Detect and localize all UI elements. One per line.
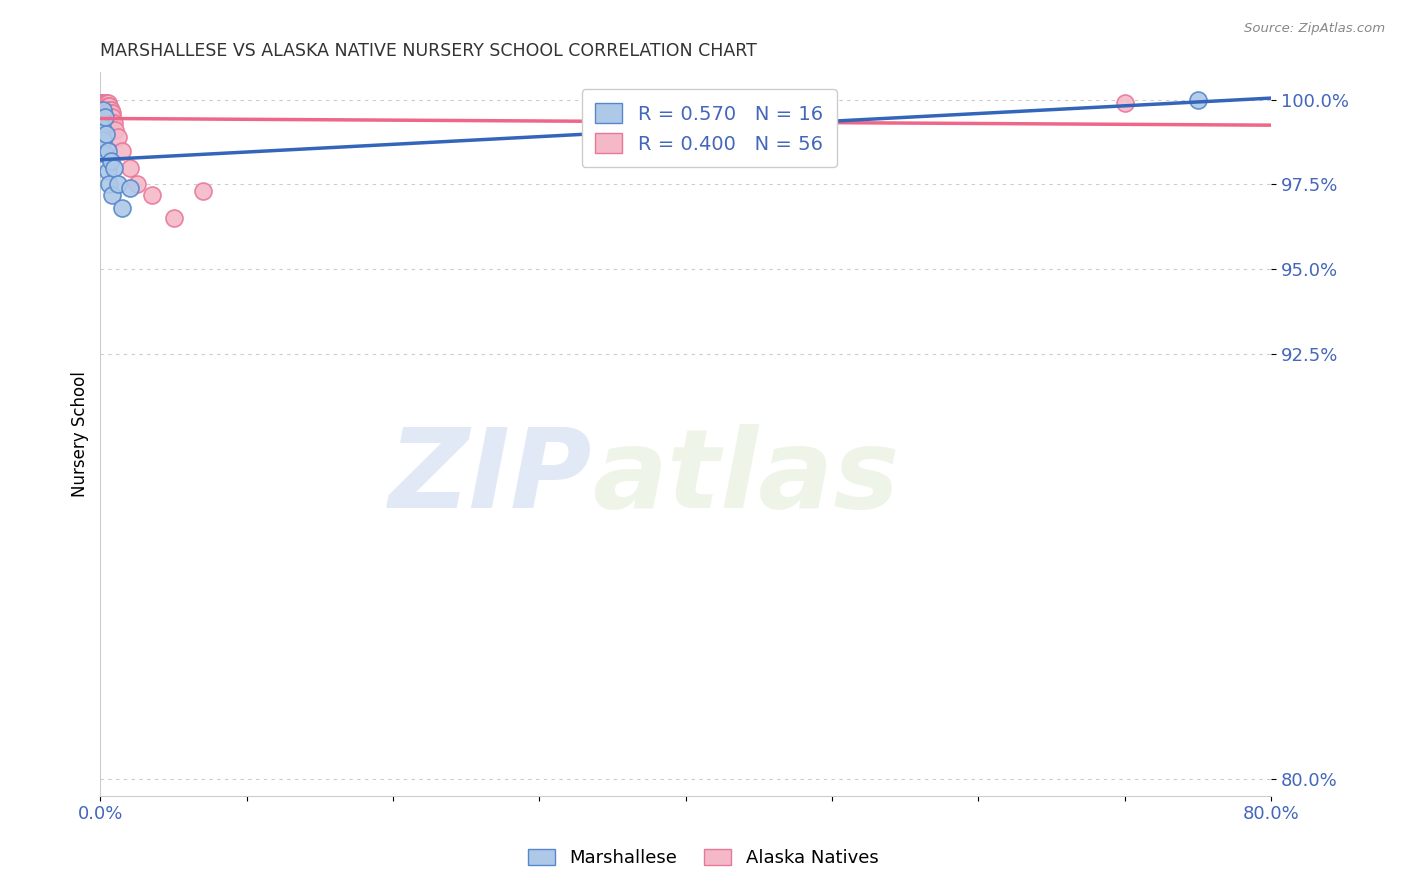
Text: Source: ZipAtlas.com: Source: ZipAtlas.com — [1244, 22, 1385, 36]
Point — [118, 181, 141, 195]
Point — [93, 147, 115, 161]
Point — [98, 110, 121, 124]
Point — [118, 161, 141, 175]
Point — [96, 95, 118, 110]
Point — [107, 178, 129, 192]
Point — [91, 95, 114, 110]
Point — [91, 99, 114, 113]
Point — [90, 99, 112, 113]
Point — [91, 133, 114, 147]
Point — [97, 164, 120, 178]
Point — [111, 144, 134, 158]
Point — [93, 106, 115, 120]
Point — [90, 120, 112, 134]
Point — [91, 99, 114, 113]
Point — [97, 103, 120, 117]
Point — [97, 95, 120, 110]
Point — [100, 112, 122, 127]
Point — [101, 187, 124, 202]
Point — [90, 95, 112, 110]
Point — [98, 178, 121, 192]
Point — [93, 103, 115, 117]
Point — [1187, 93, 1209, 107]
Point — [96, 103, 118, 117]
Point — [90, 99, 112, 113]
Point — [91, 103, 114, 117]
Point — [101, 116, 124, 130]
Point — [93, 99, 115, 113]
Point — [162, 211, 184, 226]
Point — [93, 110, 115, 124]
Point — [100, 120, 122, 134]
Point — [91, 103, 114, 117]
Point — [111, 201, 134, 215]
Point — [98, 103, 121, 117]
Point — [98, 99, 121, 113]
Point — [100, 110, 122, 124]
Point — [97, 99, 120, 113]
Point — [96, 95, 118, 110]
Point — [1114, 95, 1136, 110]
Point — [191, 184, 214, 198]
Point — [100, 116, 122, 130]
Point — [100, 153, 122, 168]
Point — [100, 106, 122, 120]
Point — [93, 95, 115, 110]
Point — [101, 106, 124, 120]
Point — [96, 106, 118, 120]
Text: atlas: atlas — [592, 424, 900, 531]
Point — [98, 112, 121, 127]
Point — [104, 123, 127, 137]
Point — [91, 95, 114, 110]
Point — [125, 178, 148, 192]
Point — [107, 130, 129, 145]
Point — [101, 110, 124, 124]
Text: MARSHALLESE VS ALASKA NATIVE NURSERY SCHOOL CORRELATION CHART: MARSHALLESE VS ALASKA NATIVE NURSERY SCH… — [100, 42, 758, 60]
Y-axis label: Nursery School: Nursery School — [72, 371, 89, 497]
Point — [97, 144, 120, 158]
Point — [103, 161, 125, 175]
Point — [103, 116, 125, 130]
Point — [100, 103, 122, 117]
Point — [91, 95, 114, 110]
Point — [141, 187, 163, 202]
Point — [96, 127, 118, 141]
Point — [93, 103, 115, 117]
Point — [90, 95, 112, 110]
Point — [93, 95, 115, 110]
Point — [98, 106, 121, 120]
Point — [97, 106, 120, 120]
Legend: R = 0.570   N = 16, R = 0.400   N = 56: R = 0.570 N = 16, R = 0.400 N = 56 — [582, 89, 837, 168]
Point — [91, 95, 114, 110]
Point — [93, 95, 115, 110]
Point — [91, 103, 114, 117]
Point — [96, 106, 118, 120]
Point — [96, 99, 118, 113]
Point — [97, 106, 120, 120]
Point — [90, 95, 112, 110]
Legend: Marshallese, Alaska Natives: Marshallese, Alaska Natives — [520, 841, 886, 874]
Text: ZIP: ZIP — [388, 424, 592, 531]
Point — [93, 99, 115, 113]
